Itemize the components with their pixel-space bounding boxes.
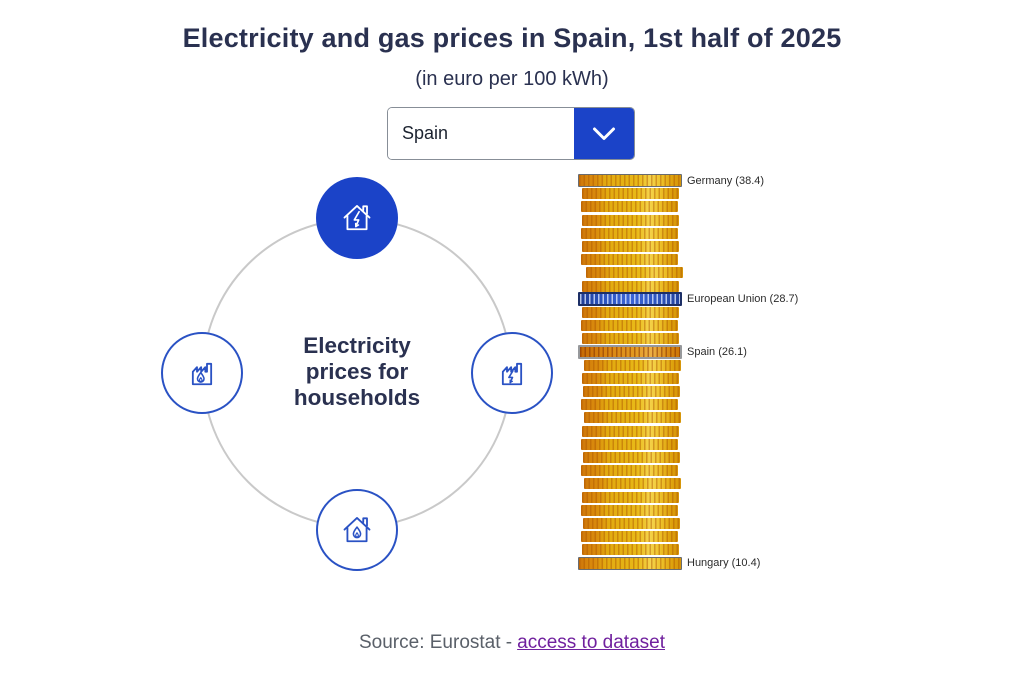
coin-spain (578, 345, 682, 360)
wheel-center-label: Electricity prices for households (232, 333, 482, 411)
coin (581, 254, 678, 266)
coin-row (578, 438, 798, 451)
wheel-center-label-line: Electricity (303, 332, 411, 358)
coin (583, 386, 680, 398)
coin-row (578, 359, 798, 372)
coin (582, 491, 679, 503)
coin-row (578, 543, 798, 556)
coin-row (578, 398, 798, 411)
coin-row: European Union (28.7) (578, 292, 799, 307)
country-select-value[interactable]: Spain (388, 108, 574, 159)
coin-row (578, 253, 798, 266)
coin (584, 359, 681, 371)
coin-row (578, 530, 798, 543)
coin-row (578, 372, 798, 385)
coin-row (578, 332, 798, 345)
factory-lightning-icon (501, 362, 523, 386)
house-flame-icon (343, 517, 371, 543)
coin (581, 320, 678, 332)
coin (582, 241, 679, 253)
coin-row (578, 266, 798, 279)
page-subtitle: (in euro per 100 kWh) (415, 68, 609, 90)
page-title: Electricity and gas prices in Spain, 1st… (182, 23, 842, 53)
coin (584, 412, 681, 424)
coin (584, 478, 681, 490)
coin (581, 531, 678, 543)
coin-row (578, 240, 798, 253)
coin-row (578, 477, 798, 490)
coin (582, 372, 679, 384)
coin-row (578, 517, 798, 530)
coin (582, 333, 679, 345)
coin-row: Spain (26.1) (578, 345, 798, 360)
coin-row (578, 227, 798, 240)
coin-row (578, 504, 798, 517)
coin-row (578, 491, 798, 504)
coin-row (578, 385, 798, 398)
source-text: Source: Eurostat - (359, 632, 513, 653)
coin-row (578, 187, 798, 200)
coin-row (578, 214, 798, 227)
coin (582, 214, 679, 226)
coin (582, 280, 679, 292)
coin-row (578, 306, 798, 319)
coin-row (578, 411, 798, 424)
coin-label: European Union (28.7) (687, 293, 799, 306)
country-select[interactable]: Spain (387, 107, 635, 160)
coin-row: Hungary (10.4) (578, 556, 798, 570)
factory-flame-icon (191, 362, 213, 386)
coin-european-union (578, 292, 682, 307)
dataset-link[interactable]: access to dataset (517, 632, 665, 653)
coin-row (578, 200, 798, 213)
country-select-chevron-button[interactable] (574, 108, 634, 159)
coin-stack: Germany (38.4) European Union (28.7) Spain… (578, 174, 798, 570)
coin-row (578, 464, 798, 477)
coin-label: Germany (38.4) (687, 174, 765, 187)
coin (581, 399, 678, 411)
coin (583, 452, 680, 464)
coin (581, 438, 678, 450)
category-gas-non-households[interactable] (161, 332, 243, 414)
house-lightning-icon (343, 205, 371, 231)
coin-row (578, 451, 798, 464)
coin (581, 227, 678, 239)
coin (581, 504, 678, 516)
coin-row (578, 280, 798, 293)
chevron-down-icon (593, 127, 615, 140)
coin (581, 465, 678, 477)
coin (582, 544, 679, 556)
coin (583, 517, 680, 529)
coin-hungary (578, 556, 682, 570)
coin (581, 201, 678, 213)
wheel-center-label-line: prices for (305, 358, 409, 384)
coin-germany (578, 174, 682, 188)
wheel-center-label-line: households (293, 385, 421, 411)
coin-row: Germany (38.4) (578, 174, 798, 188)
category-electricity-households[interactable] (316, 177, 398, 259)
coin-row (578, 319, 798, 332)
coin (586, 267, 683, 279)
source-line: Source: Eurostat - access to dataset (0, 632, 1024, 654)
category-electricity-non-households[interactable] (471, 332, 553, 414)
coin (582, 188, 679, 200)
coin (582, 306, 679, 318)
coin (582, 425, 679, 437)
coin-label: Hungary (10.4) (687, 557, 761, 570)
coin-row (578, 425, 798, 438)
category-gas-households[interactable] (316, 489, 398, 571)
coin-label: Spain (26.1) (687, 346, 747, 359)
